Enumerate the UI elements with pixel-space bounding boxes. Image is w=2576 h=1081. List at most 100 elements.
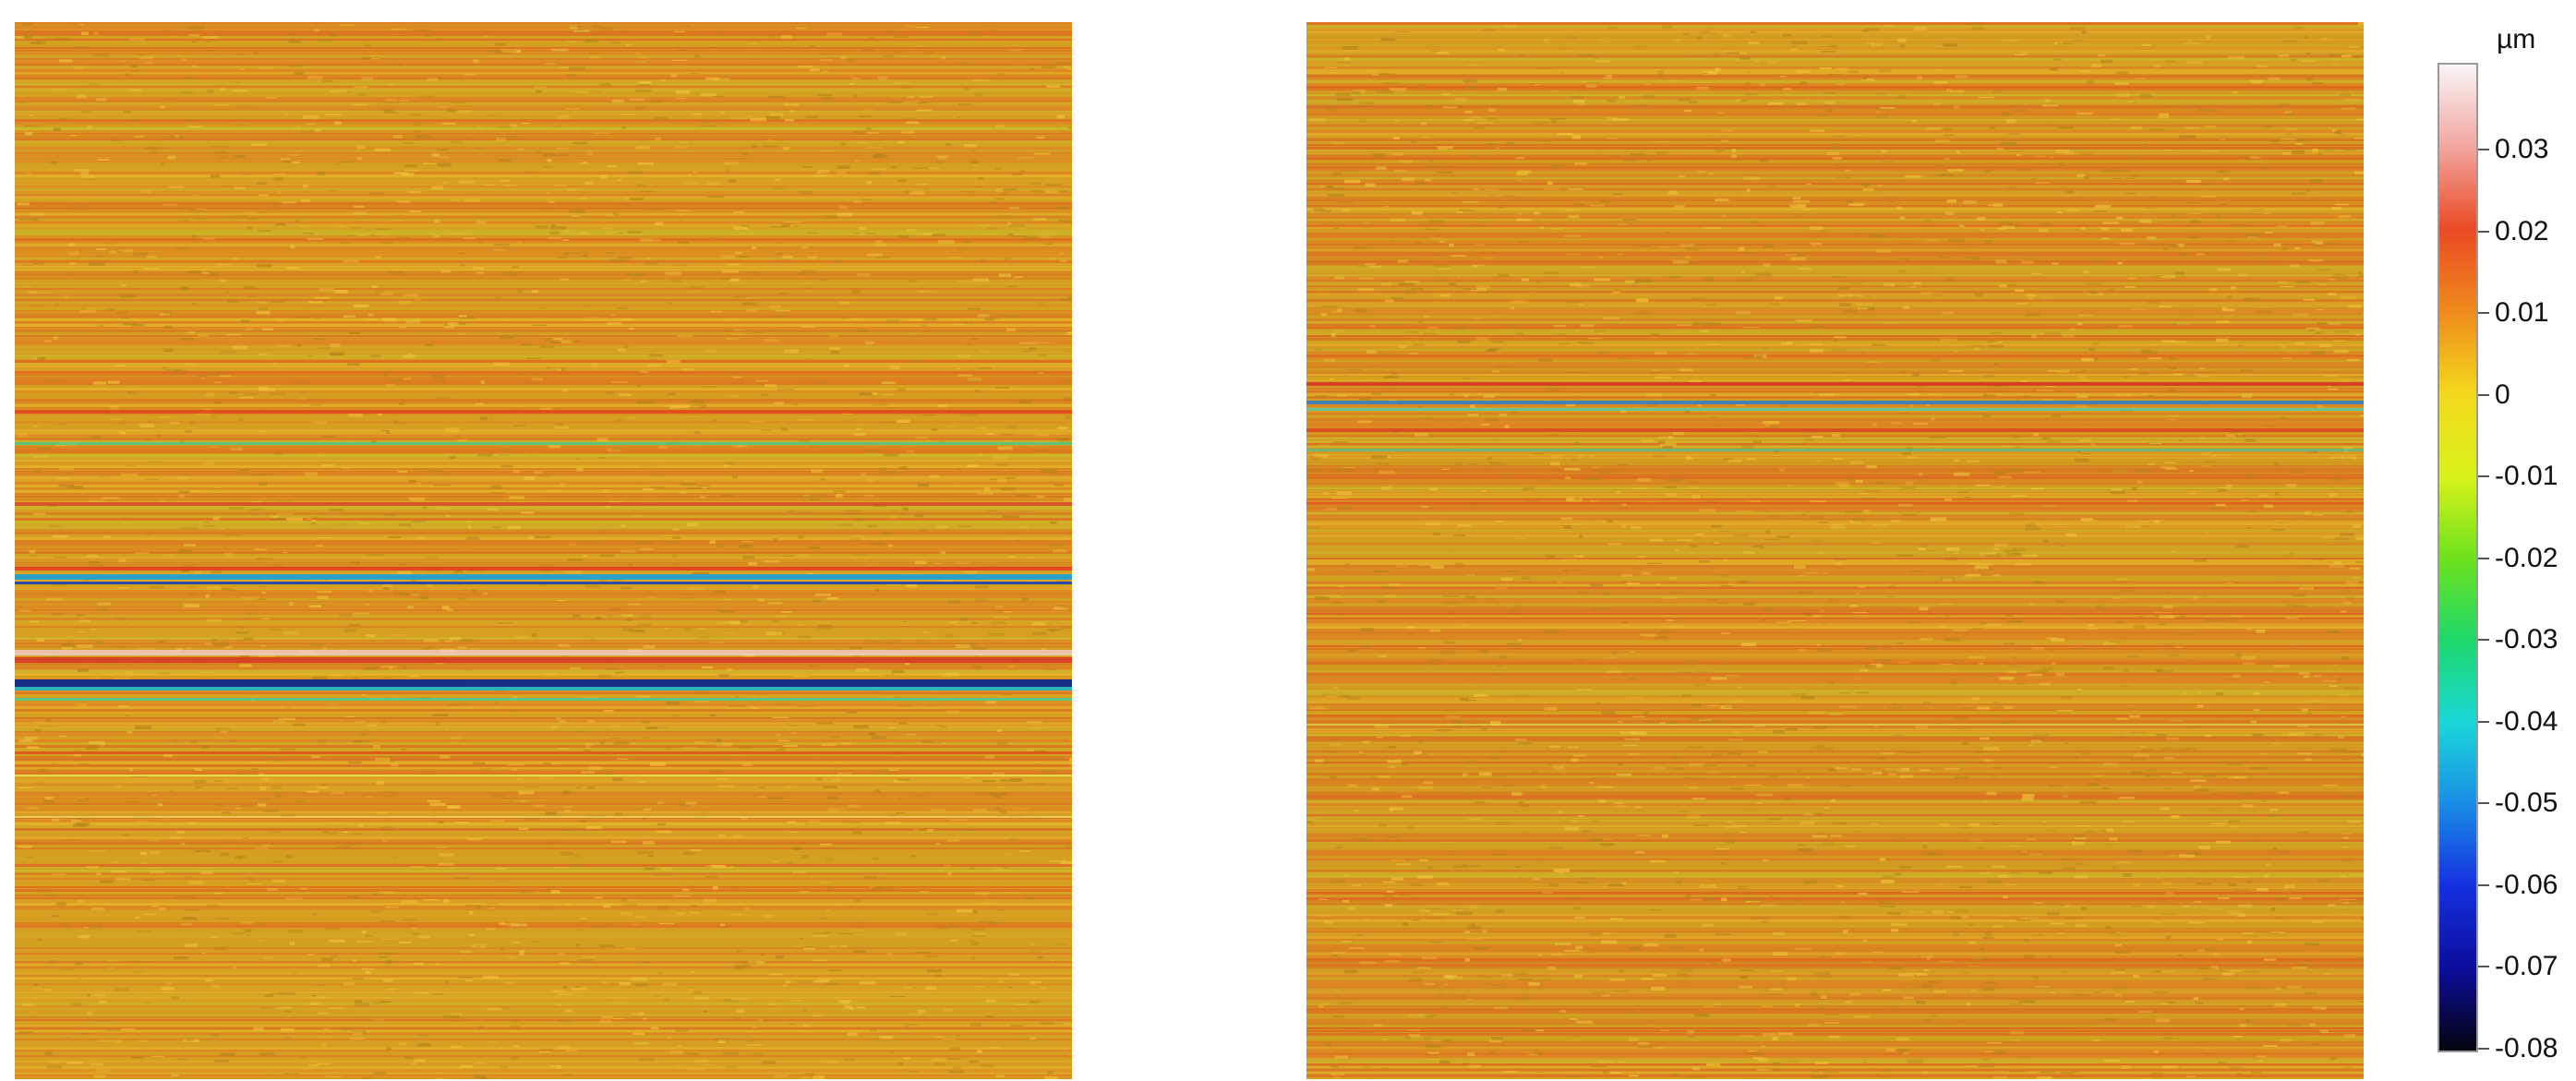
surface-speckle [675,1064,682,1066]
surface-speckle [1868,363,1874,365]
surface-speckle [19,219,35,221]
surface-speckle [1333,601,1342,604]
surface-speckle [2312,1005,2327,1010]
surface-speckle [1567,1034,1582,1038]
surface-speckle [2137,480,2143,484]
surface-speckle [1749,714,1754,717]
surface-speckle [249,877,256,881]
surface-speckle [2115,170,2131,173]
surface-speckle [852,131,865,135]
surface-speckle [503,272,518,276]
surface-speckle [1823,91,1836,94]
surface-speckle [330,579,340,582]
surface-speckle [1693,824,1708,826]
surface-speckle [1803,209,1812,211]
surface-speckle [1501,475,1511,479]
surface-speckle [386,1047,392,1051]
surface-speckle [78,935,90,939]
surface-stripe [1306,252,2364,255]
surface-speckle [109,405,120,410]
surface-speckle [2161,643,2173,645]
surface-stripe [1306,864,2364,866]
surface-speckle [1612,155,1619,158]
surface-speckle [2124,192,2137,195]
surface-speckle [104,242,115,245]
surface-speckle [367,554,384,556]
surface-speckle [512,425,526,427]
surface-speckle [2272,847,2278,850]
surface-stripe [1306,917,2364,919]
surface-speckle [917,184,928,186]
surface-speckle [356,145,367,150]
surface-speckle [119,294,137,298]
surface-speckle [740,619,748,623]
surface-speckle [1968,966,1981,967]
surface-speckle [485,184,496,186]
surface-speckle [1467,414,1479,416]
surface-speckle [1673,871,1679,874]
surface-stripe [1306,867,2364,870]
surface-speckle [2347,377,2364,378]
surface-speckle [728,887,742,889]
surface-speckle [529,454,535,456]
surface-speckle [1618,763,1623,766]
surface-speckle [391,857,397,859]
surface-speckle [437,507,451,510]
surface-speckle [76,978,83,979]
surface-stripe [1306,169,2364,171]
surface-stripe [15,958,1072,961]
surface-stripe [1306,709,2364,711]
surface-speckle [2250,720,2257,724]
surface-speckle [2161,970,2176,973]
surface-speckle [804,823,820,824]
surface-speckle [903,1026,909,1029]
surface-speckle [150,1055,164,1058]
surface-stripe [15,980,1072,983]
surface-speckle [1901,891,1919,893]
surface-speckle [741,302,758,306]
surface-speckle [187,647,192,650]
surface-speckle [414,991,428,994]
surface-speckle [559,340,572,344]
surface-speckle [2081,452,2090,455]
surface-speckle [1814,833,1825,835]
surface-speckle [728,179,737,183]
surface-speckle [1056,206,1068,210]
surface-stripe [15,102,1072,105]
surface-speckle [1317,915,1330,917]
surface-speckle [148,839,161,841]
surface-stripe [1306,554,2364,556]
surface-speckle [2093,991,2101,993]
surface-stripe [15,91,1072,93]
surface-speckle [856,518,862,522]
surface-stripe [15,1069,1072,1072]
surface-speckle [1667,1010,1671,1014]
surface-speckle [575,458,580,461]
surface-speckle [639,614,651,619]
surface-speckle [1571,96,1584,99]
surface-speckle [656,830,671,834]
surface-speckle [2349,873,2364,877]
surface-speckle [1071,515,1072,518]
surface-speckle [809,665,820,667]
surface-speckle [473,59,479,63]
surface-speckle [522,290,538,294]
surface-speckle [18,1031,34,1034]
surface-speckle [1553,869,1570,872]
surface-stripe [15,764,1072,767]
surface-stripe [1306,756,2364,759]
surface-speckle [1835,952,1844,955]
surface-speckle [865,341,874,345]
surface-speckle [725,169,730,173]
surface-speckle [173,369,187,373]
surface-speckle [813,959,826,962]
surface-speckle [1899,370,1907,374]
surface-speckle [832,778,841,782]
surface-speckle [120,473,138,476]
surface-speckle [411,520,427,523]
surface-speckle [772,186,785,190]
surface-speckle [2123,668,2129,673]
surface-stripe [15,587,1072,590]
surface-speckle [1007,986,1012,989]
surface-speckle [1471,923,1475,927]
